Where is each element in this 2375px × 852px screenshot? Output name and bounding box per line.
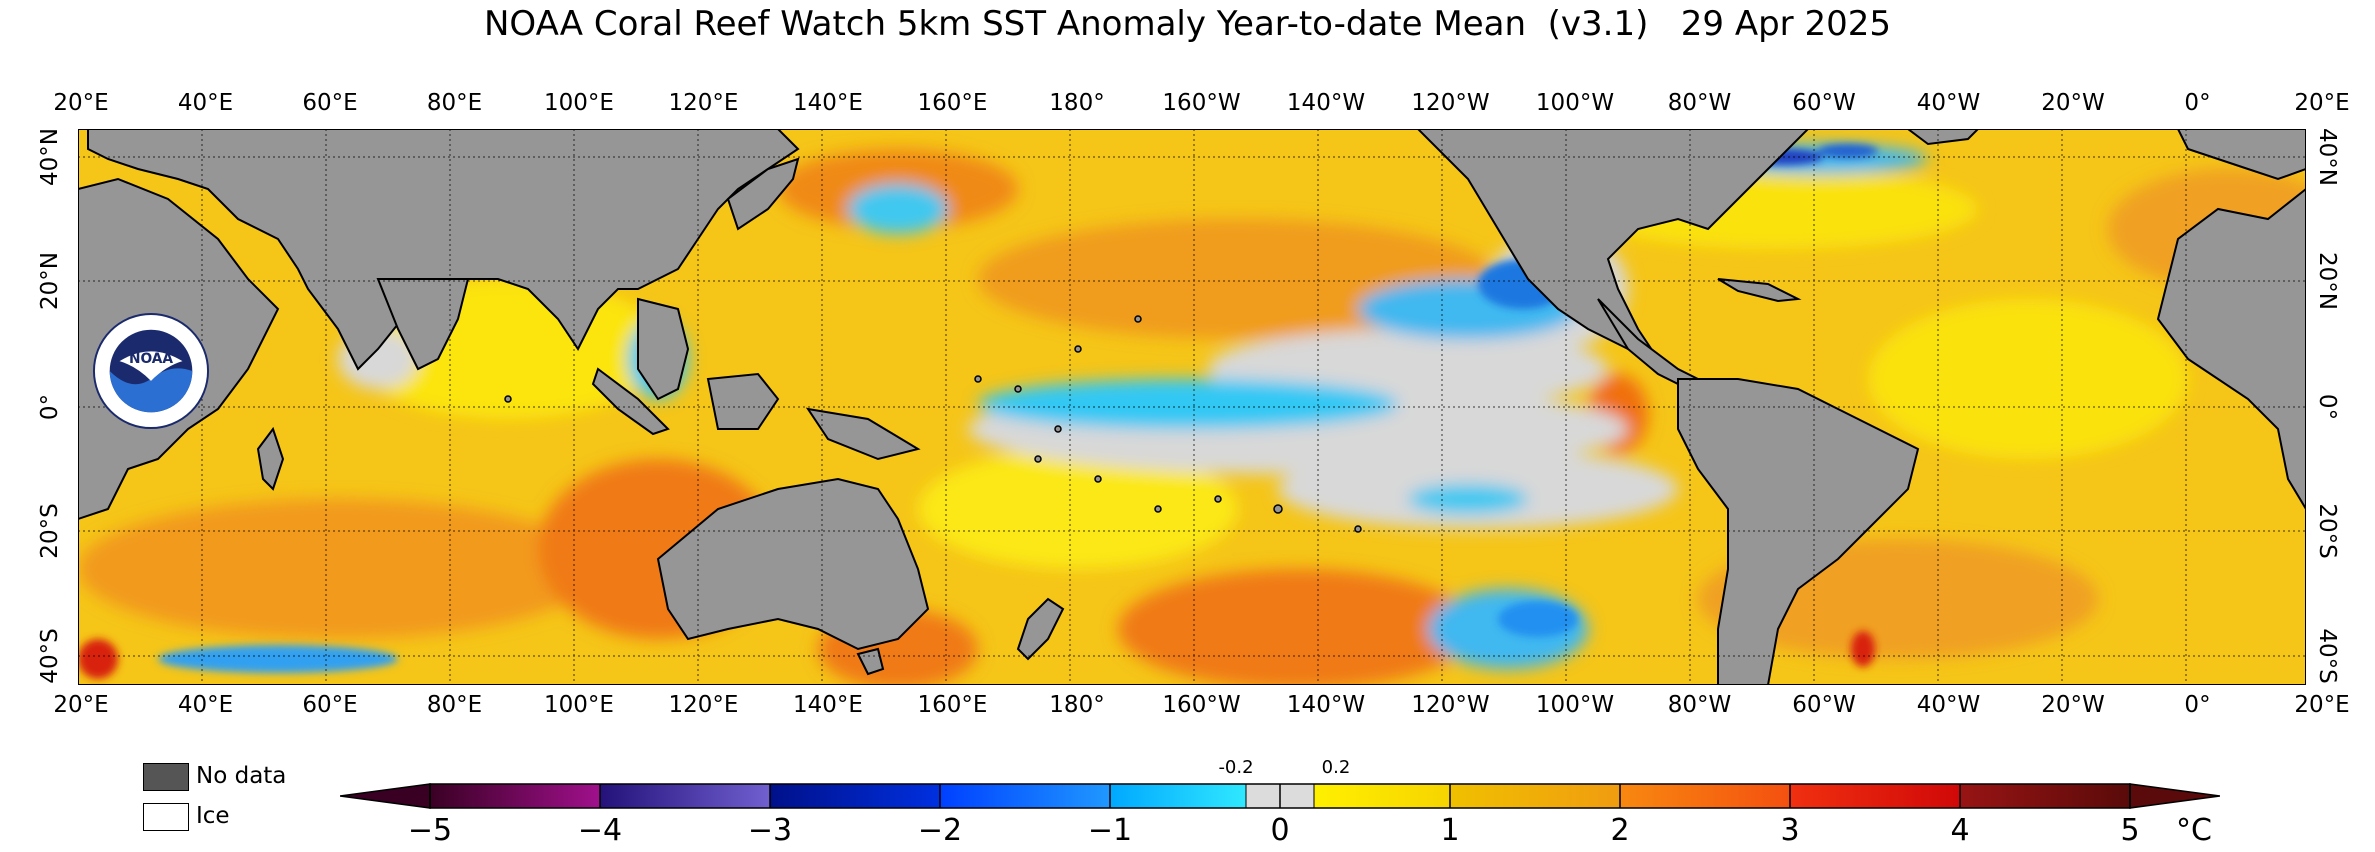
longitude-label: 140°W (1286, 90, 1366, 116)
colorbar-segment (1620, 784, 1790, 808)
longitude-label: 120°E (668, 90, 739, 116)
colorbar-minor-tick-label: -0.2 (1218, 757, 1254, 778)
colorbar-segment (940, 784, 1110, 808)
islands (504, 315, 1362, 533)
colorbar-tick-label: −1 (1087, 813, 1133, 848)
longitude-label: 100°W (1535, 90, 1615, 116)
longitude-label: 40°E (177, 692, 234, 718)
no-data-swatch (143, 763, 189, 791)
colorbar-tick-label: 0 (1270, 813, 1290, 848)
colorbar-max-extension (2129, 783, 2220, 809)
colorbar-segment (1314, 784, 1450, 808)
land (78, 129, 2306, 685)
colorbar-tick-label: 4 (1950, 813, 1970, 848)
longitude-label: 20°E (53, 692, 109, 718)
colorbar-segment (600, 784, 770, 808)
longitude-label: 60°W (1792, 692, 1856, 718)
colorbar-tick-label: 2 (1610, 813, 1630, 848)
longitude-label: 80°E (426, 692, 483, 718)
colorbar-tick-label: 5 (2120, 813, 2140, 848)
colorbar-segment (1450, 784, 1620, 808)
longitude-label: 20°W (2041, 90, 2105, 116)
ice-label: Ice (196, 803, 230, 829)
longitude-label: 40°W (1916, 90, 1981, 116)
longitude-label: 80°W (1667, 692, 1732, 718)
colorbar-tick-label: −4 (577, 813, 623, 848)
colorbar-tick-label: −3 (747, 813, 793, 848)
longitude-label: 120°W (1411, 90, 1490, 116)
longitude-label: 100°E (544, 90, 614, 116)
colorbar-tick-label: 3 (1780, 813, 1800, 848)
latitude-label: 20°N (2314, 252, 2340, 310)
longitude-label: 80°E (426, 90, 483, 116)
longitude-label: 60°E (302, 90, 358, 116)
longitude-label: 20°E (53, 90, 109, 116)
latitude-label: 40°S (37, 628, 63, 684)
colorbar-unit: °C (2176, 813, 2212, 848)
latitude-label: 20°S (37, 503, 63, 559)
colorbar-tick-label: −2 (917, 813, 963, 848)
colorbar (340, 783, 2220, 809)
latitude-label: 20°N (37, 252, 63, 310)
no-data-label: No data (196, 763, 287, 789)
colorbar-minor-tick-label: 0.2 (1321, 757, 1351, 778)
longitude-label: 100°E (544, 692, 614, 718)
longitude-label: 80°W (1667, 90, 1732, 116)
latitude-label: 0° (2314, 393, 2340, 421)
longitude-label: 140°E (793, 692, 863, 718)
ice-swatch (143, 803, 189, 831)
longitude-label: 100°W (1535, 692, 1615, 718)
colorbar-segment (1110, 784, 1246, 808)
longitude-label: 20°E (2294, 692, 2350, 718)
noaa-logo-text: NOAA (129, 351, 173, 367)
longitude-label: 160°W (1162, 90, 1241, 116)
noaa-logo: NOAA (92, 312, 210, 430)
colorbar-tick-label: −5 (407, 813, 453, 848)
map-title: NOAA Coral Reef Watch 5km SST Anomaly Ye… (484, 4, 1891, 44)
longitude-label: 0° (2184, 90, 2211, 116)
longitude-label: 40°E (177, 90, 234, 116)
longitude-label: 20°E (2294, 90, 2350, 116)
longitude-label: 160°W (1162, 692, 1241, 718)
colorbar-segment (430, 784, 600, 808)
colorbar-segment (1960, 784, 2130, 808)
latitude-label: 40°N (37, 128, 63, 186)
longitude-label: 140°E (793, 90, 863, 116)
longitude-label: 180° (1049, 90, 1105, 116)
sst-anomaly-map (78, 129, 2306, 685)
longitude-label: 140°W (1286, 692, 1366, 718)
longitude-label: 20°W (2041, 692, 2105, 718)
graticule (78, 129, 2306, 685)
colorbar-tick-label: 1 (1440, 813, 1460, 848)
longitude-label: 160°E (917, 692, 988, 718)
colorbar-segment (1790, 784, 1960, 808)
latitude-label: 40°N (2314, 128, 2340, 186)
latitude-label: 0° (37, 393, 63, 421)
longitude-label: 120°E (668, 692, 739, 718)
longitude-label: 180° (1049, 692, 1105, 718)
longitude-label: 160°E (917, 90, 988, 116)
longitude-label: 60°E (302, 692, 358, 718)
latitude-label: 20°S (2314, 503, 2340, 559)
longitude-label: 120°W (1411, 692, 1490, 718)
colorbar-min-extension (340, 783, 431, 809)
longitude-label: 40°W (1916, 692, 1981, 718)
latitude-label: 40°S (2314, 628, 2340, 684)
colorbar-segment (770, 784, 940, 808)
longitude-label: 60°W (1792, 90, 1856, 116)
longitude-label: 0° (2184, 692, 2211, 718)
